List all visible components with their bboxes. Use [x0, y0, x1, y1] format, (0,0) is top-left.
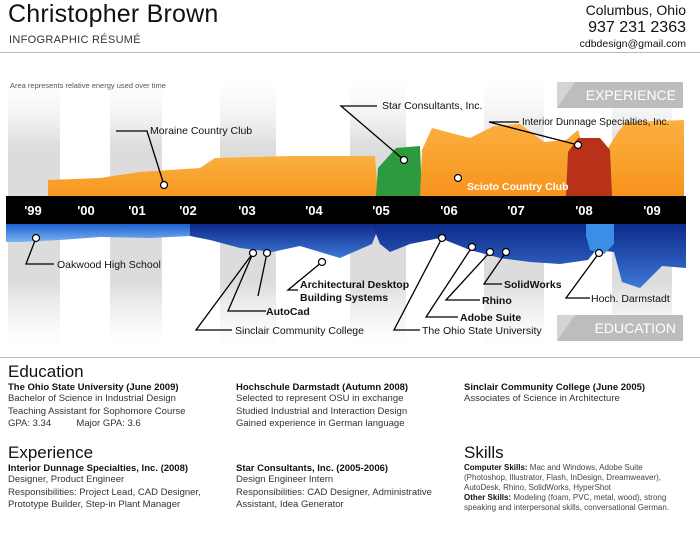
contact-block: Columbus, Ohio 937 231 2363 cdbdesign@gm…: [580, 2, 686, 50]
star-area: [376, 146, 422, 196]
experience-interior-heading: Interior Dunnage Specialties, Inc. (2008…: [8, 463, 189, 474]
experience-interior-line: Designer, Product Engineer: [8, 474, 125, 485]
label-scioto: Scioto Country Club: [467, 181, 569, 193]
other-skills-label: Other Skills:: [464, 493, 512, 502]
label-hoch: Hoch. Darmstadt: [591, 293, 670, 305]
label-arch-1: Architectural Desktop: [300, 279, 409, 291]
experience-star-heading: Star Consultants, Inc. (2005-2006): [236, 463, 389, 474]
label-interior: Interior Dunnage Specialties, Inc.: [522, 117, 669, 128]
education-osu-gpa: GPA: 3.34: [8, 418, 52, 429]
label-sinclair: Sinclair Community College: [235, 325, 364, 337]
education-osu-line: Bachelor of Science in Industrial Design: [8, 393, 176, 404]
computer-skills-text: AutoDesk, Rhino, SolidWorks, HyperShot: [464, 483, 612, 492]
year-06: '06: [440, 203, 458, 218]
section-divider: [0, 357, 700, 358]
experience-interior: Interior Dunnage Specialties, Inc. (2008…: [8, 463, 201, 512]
label-rhino: Rhino: [482, 295, 512, 307]
experience-star: Star Consultants, Inc. (2005-2006) Desig…: [236, 463, 432, 512]
education-tab-label: EDUCATION: [595, 320, 676, 336]
label-solidworks: SolidWorks: [504, 279, 562, 291]
chart-note: Area represents relative energy used ove…: [10, 81, 166, 90]
contact-city: Columbus, Ohio: [585, 2, 686, 18]
header-divider: [0, 52, 700, 53]
experience-tab: EXPERIENCE: [557, 82, 683, 108]
skills-block: Computer Skills: Mac and Windows, Adobe …: [464, 463, 694, 513]
hoch-area: [586, 224, 614, 254]
year-07: '07: [507, 203, 525, 218]
year-08: '08: [575, 203, 593, 218]
resume-name: Christopher Brown: [8, 0, 219, 28]
other-skills-text: Modeling (foam, PVC, metal, wood), stron…: [511, 493, 667, 502]
year-00: '00: [77, 203, 95, 218]
education-sinclair-line: Associates of Science in Architecture: [464, 393, 620, 404]
contact-phone: 937 231 2363: [588, 19, 686, 36]
education-hoch-line: Studied Industrial and Interaction Desig…: [236, 405, 408, 417]
computer-skills-text: Mac and Windows, Adobe Suite: [527, 463, 643, 472]
other-skills-text: speaking and interpersonal skills, conve…: [464, 503, 669, 512]
experience-tab-label: EXPERIENCE: [586, 87, 676, 103]
label-adobe: Adobe Suite: [460, 312, 521, 324]
label-osu: The Ohio State University: [422, 325, 542, 337]
year-05: '05: [372, 203, 390, 218]
education-hoch-line: Selected to represent OSU in exchange: [236, 393, 404, 404]
other-skills: Other Skills: Modeling (foam, PVC, metal…: [464, 493, 694, 503]
experience-star-line: Design Engineer Intern: [236, 474, 334, 485]
year-03: '03: [238, 203, 256, 218]
education-sinclair-heading: Sinclair Community College (June 2005): [464, 382, 646, 393]
education-title: Education: [8, 362, 84, 381]
resume-subtitle: INFOGRAPHIC RÉSUMÉ: [9, 34, 141, 46]
energy-timeline-infographic: Area represents relative energy used ove…: [6, 80, 686, 350]
contact-email[interactable]: cdbdesign@gmail.com: [579, 38, 686, 50]
moraine-area: [48, 156, 378, 200]
experience-star-line: Responsibilities: CAD Designer, Administ…: [236, 486, 432, 498]
label-oakwood: Oakwood High School: [57, 259, 161, 271]
skills-title: Skills: [464, 443, 504, 462]
year-01: '01: [128, 203, 146, 218]
computer-skills: Computer Skills: Mac and Windows, Adobe …: [464, 463, 694, 473]
year-09: '09: [643, 203, 661, 218]
education-hoch-line: Gained experience in German language: [236, 418, 405, 429]
year-02: '02: [179, 203, 197, 218]
education-osu-heading: The Ohio State University (June 2009): [8, 382, 179, 393]
computer-skills-label: Computer Skills:: [464, 463, 528, 472]
education-hochschule: Hochschule Darmstadt (Autumn 2008) Selec…: [236, 382, 408, 431]
education-markers: [31, 233, 604, 267]
label-star: Star Consultants, Inc.: [382, 100, 482, 112]
sinclair-area: [190, 224, 380, 258]
label-autocad: AutoCad: [266, 306, 310, 318]
timeline-years: '99 '00 '01 '02 '03 '04 '05 '06 '07 '08 …: [24, 203, 661, 218]
experience-star-line: Assistant, Idea Generator: [236, 499, 344, 510]
education-osu-gpa-row: GPA: 3.34 Major GPA: 3.6: [8, 418, 185, 431]
label-moraine: Moraine Country Club: [150, 125, 252, 137]
experience-markers: [159, 140, 583, 190]
label-arch-2: Building Systems: [300, 292, 388, 304]
education-osu-line: Teaching Assistant for Sophomore Course: [8, 405, 186, 417]
experience-title: Experience: [8, 443, 94, 462]
education-osu-major-gpa: Major GPA: 3.6: [76, 418, 141, 429]
education-leaders: [25, 237, 600, 331]
education-tab: EDUCATION: [557, 315, 683, 341]
year-99: '99: [24, 203, 42, 218]
education-sinclair: Sinclair Community College (June 2005) A…: [464, 382, 645, 406]
experience-interior-line: Prototype Builder, Step-in Plant Manager: [8, 499, 181, 510]
interior-area: [566, 138, 612, 196]
experience-leaders: [116, 105, 579, 186]
timeline-bar: [6, 196, 686, 224]
education-hoch-heading: Hochschule Darmstadt (Autumn 2008): [236, 382, 409, 393]
year-04: '04: [305, 203, 323, 218]
experience-interior-line: Responsibilities: Project Lead, CAD Desi…: [8, 486, 201, 498]
oakwood-area: [6, 224, 190, 242]
scioto-area: [420, 120, 684, 196]
education-osu: The Ohio State University (June 2009) Ba…: [8, 382, 185, 431]
computer-skills-text: (Photoshop, Illustrator, Flash, InDesign…: [464, 473, 661, 482]
